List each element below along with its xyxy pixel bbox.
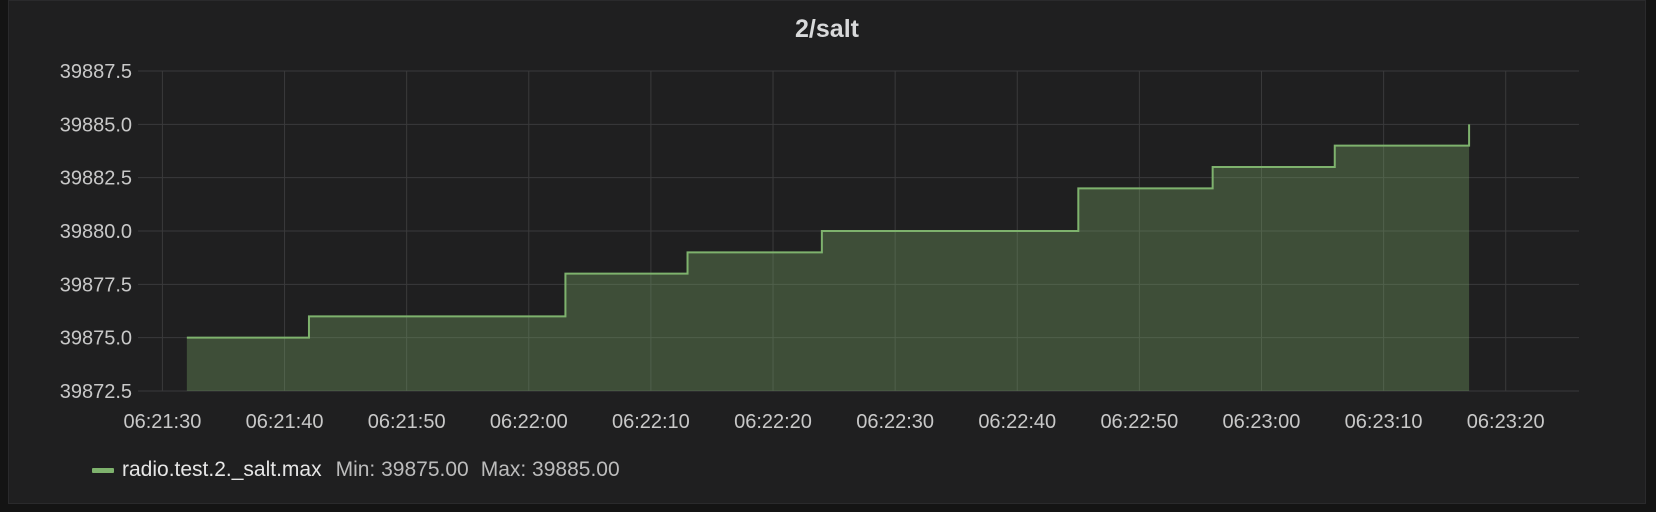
legend-swatch[interactable] bbox=[92, 467, 114, 473]
x-tick-label: 06:23:10 bbox=[1345, 411, 1423, 433]
series-line[interactable] bbox=[186, 124, 1471, 339]
x-axis-labels: 06:21:30 06:21:40 06:21:50 06:22:00 06:22:10… bbox=[123, 411, 1544, 433]
data-point[interactable] bbox=[562, 271, 568, 277]
x-tick-label: 06:22:30 bbox=[856, 411, 934, 433]
data-point[interactable] bbox=[184, 335, 190, 341]
legend-series-name[interactable]: radio.test.2._salt.max bbox=[122, 458, 322, 481]
y-axis-labels: 39872.5 39875.0 39877.5 39880.0 39882.5 39885… bbox=[60, 61, 132, 403]
y-tick-label: 39872.5 bbox=[60, 381, 132, 403]
x-tick-label: 06:23:20 bbox=[1467, 411, 1545, 433]
data-point[interactable] bbox=[306, 313, 312, 319]
x-tick-label: 06:21:40 bbox=[246, 411, 324, 433]
x-tick-label: 06:23:00 bbox=[1223, 411, 1301, 433]
panel-title[interactable]: 2/salt bbox=[795, 15, 859, 43]
y-tick-label: 39880.0 bbox=[60, 221, 132, 243]
data-point[interactable] bbox=[428, 313, 434, 319]
graph-panel: 2/salt bbox=[8, 0, 1646, 504]
legend: radio.test.2._salt.max Min: 39875.00 Max… bbox=[92, 458, 632, 482]
data-point[interactable] bbox=[819, 228, 825, 234]
data-point[interactable] bbox=[1332, 143, 1338, 149]
legend-max: Max: 39885.00 bbox=[480, 458, 620, 481]
series-layer bbox=[184, 121, 1472, 391]
series-area-fill bbox=[186, 124, 1470, 391]
x-tick-label: 06:22:10 bbox=[612, 411, 690, 433]
data-point[interactable] bbox=[1210, 164, 1216, 170]
x-tick-label: 06:22:40 bbox=[978, 411, 1056, 433]
data-point[interactable] bbox=[685, 249, 691, 255]
legend-min: Min: 39875.00 bbox=[335, 458, 469, 481]
data-point[interactable] bbox=[1466, 121, 1472, 127]
x-tick-label: 06:21:30 bbox=[123, 411, 201, 433]
x-tick-label: 06:21:50 bbox=[368, 411, 446, 433]
y-tick-label: 39875.0 bbox=[60, 328, 132, 350]
y-tick-label: 39877.5 bbox=[60, 274, 132, 296]
y-tick-label: 39885.0 bbox=[60, 114, 132, 136]
data-point[interactable] bbox=[1075, 185, 1081, 191]
y-tick-label: 39887.5 bbox=[60, 61, 132, 83]
x-tick-label: 06:22:50 bbox=[1100, 411, 1178, 433]
x-tick-label: 06:22:00 bbox=[490, 411, 568, 433]
x-tick-label: 06:22:20 bbox=[734, 411, 812, 433]
y-tick-label: 39882.5 bbox=[60, 168, 132, 190]
